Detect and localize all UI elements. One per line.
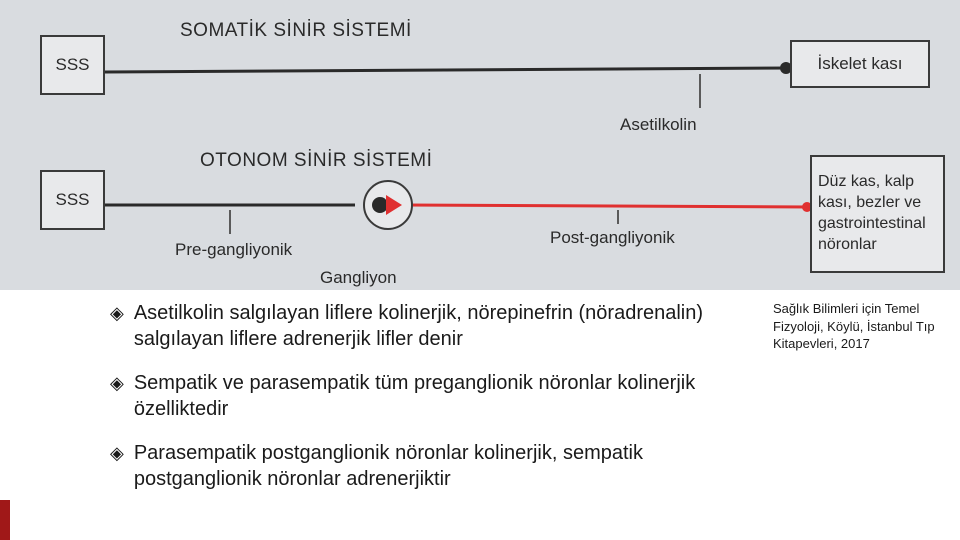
sss-box-top: SSS [40, 35, 105, 95]
diamond-icon: ◈ [110, 372, 124, 395]
ganglion-label: Gangliyon [320, 268, 397, 288]
diamond-icon: ◈ [110, 442, 124, 465]
ach-label: Asetilkolin [620, 115, 697, 135]
target-top-label: İskelet kası [817, 54, 902, 74]
postganglionic-label: Post-gangliyonik [550, 228, 675, 248]
ganglion-red-triangle [386, 195, 402, 215]
content-area: ◈ Asetilkolin salgılayan liflere koliner… [10, 300, 950, 530]
somatic-title: SOMATİK SİNİR SİSTEMİ [180, 20, 412, 42]
bullet-list: ◈ Asetilkolin salgılayan liflere koliner… [110, 300, 710, 510]
bullet-item: ◈ Asetilkolin salgılayan liflere koliner… [110, 300, 710, 352]
postganglionic-line [405, 205, 810, 207]
citation-text: Sağlık Bilimleri için Temel Fizyoloji, K… [773, 300, 938, 353]
bullet-item: ◈ Parasempatik postganglionik nöronlar k… [110, 440, 710, 492]
bullet-item: ◈ Sempatik ve parasempatik tüm pregangli… [110, 370, 710, 422]
bullet-text: Sempatik ve parasempatik tüm preganglion… [134, 370, 710, 422]
bullet-text: Asetilkolin salgılayan liflere kolinerji… [134, 300, 710, 352]
nervous-system-diagram: SSS SSS İskelet kası Düz kas, kalp kası,… [0, 0, 960, 290]
target-top-box: İskelet kası [790, 40, 930, 88]
target-bottom-box: Düz kas, kalp kası, bezler ve gastrointe… [810, 155, 945, 273]
sss-box-bottom: SSS [40, 170, 105, 230]
autonomic-title: OTONOM SİNİR SİSTEMİ [200, 150, 432, 172]
somatic-axon-line [105, 68, 790, 72]
accent-bar [0, 500, 10, 540]
target-bottom-label: Düz kas, kalp kası, bezler ve gastrointe… [818, 172, 937, 255]
diamond-icon: ◈ [110, 302, 124, 325]
preganglionic-label: Pre-gangliyonik [175, 240, 292, 260]
bullet-text: Parasempatik postganglionik nöronlar kol… [134, 440, 710, 492]
sss-label: SSS [55, 55, 89, 75]
sss-label: SSS [55, 190, 89, 210]
